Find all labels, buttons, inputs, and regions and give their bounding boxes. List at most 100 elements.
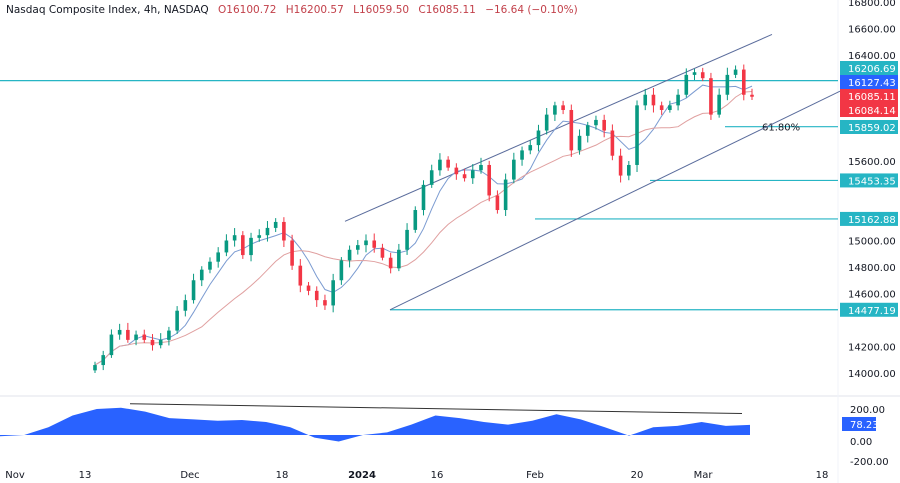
x-tick-label: 16 <box>431 470 444 481</box>
candle-body[interactable] <box>594 119 598 126</box>
candle-body[interactable] <box>150 339 155 346</box>
candle-body[interactable] <box>372 240 377 248</box>
x-tick-label: 13 <box>79 470 92 481</box>
candle-body[interactable] <box>208 261 212 270</box>
price-label-bg <box>840 103 898 117</box>
candle-body[interactable] <box>750 94 754 97</box>
candle-body[interactable] <box>651 94 656 106</box>
candle-body[interactable] <box>512 159 516 180</box>
slow-moving-average <box>94 90 753 366</box>
low-value: L16059.50 <box>353 4 410 16</box>
candle-body[interactable] <box>175 310 179 331</box>
fib-level-label: 61.80% <box>762 123 800 134</box>
candle-body[interactable] <box>709 78 713 115</box>
candle-body[interactable] <box>331 280 335 306</box>
oscillator-zero-label: 0.00 <box>850 437 872 448</box>
candle-body[interactable] <box>282 221 286 241</box>
candle-body[interactable] <box>117 329 122 335</box>
candle-body[interactable] <box>199 269 204 281</box>
y-tick-label: 16600.00 <box>848 25 896 36</box>
candle-body[interactable] <box>684 74 689 95</box>
candle-body[interactable] <box>717 94 721 115</box>
candle-body[interactable] <box>413 210 418 230</box>
candle-body[interactable] <box>241 235 245 256</box>
candle-body[interactable] <box>733 69 738 75</box>
candle-body[interactable] <box>487 164 491 196</box>
x-tick-label: 20 <box>631 470 644 481</box>
candle-body[interactable] <box>158 339 163 346</box>
candle-body[interactable] <box>290 240 294 266</box>
fast-moving-average <box>94 84 753 366</box>
candle-body[interactable] <box>618 155 623 176</box>
candle-body[interactable] <box>479 164 483 171</box>
candle-body[interactable] <box>429 170 434 185</box>
candle-body[interactable] <box>553 105 557 115</box>
candle-body[interactable] <box>323 300 327 306</box>
candle-body[interactable] <box>454 167 459 175</box>
divergence-line[interactable] <box>129 403 743 415</box>
candle-body[interactable] <box>446 159 450 168</box>
candle-body[interactable] <box>585 125 590 136</box>
channel-upper-line[interactable] <box>344 34 773 222</box>
candle-body[interactable] <box>134 334 138 340</box>
candle-body[interactable] <box>339 260 344 281</box>
candle-body[interactable] <box>602 119 606 131</box>
candle-body[interactable] <box>438 159 442 171</box>
candle-body[interactable] <box>142 334 147 340</box>
candle-body[interactable] <box>421 184 426 211</box>
candle-body[interactable] <box>249 237 253 256</box>
candle-body[interactable] <box>725 74 730 95</box>
change-value: −16.64 (−0.10%) <box>485 4 578 16</box>
candle-body[interactable] <box>306 285 311 291</box>
candle-body[interactable] <box>93 365 97 371</box>
candle-body[interactable] <box>577 135 582 151</box>
candle-body[interactable] <box>356 245 360 250</box>
candle-body[interactable] <box>273 221 278 228</box>
candle-body[interactable] <box>224 240 229 253</box>
candle-body[interactable] <box>388 257 393 269</box>
candle-body[interactable] <box>610 130 615 156</box>
candle-body[interactable] <box>561 105 565 110</box>
candle-body[interactable] <box>643 94 648 106</box>
candle-body[interactable] <box>659 105 664 110</box>
price-label-bg <box>840 75 898 89</box>
candle-body[interactable] <box>520 150 524 160</box>
candle-body[interactable] <box>668 105 672 110</box>
candle-body[interactable] <box>700 72 705 79</box>
candle-body[interactable] <box>495 195 500 211</box>
candle-body[interactable] <box>347 249 352 261</box>
candle-body[interactable] <box>544 114 549 131</box>
candle-body[interactable] <box>298 265 303 286</box>
candle-body[interactable] <box>183 300 188 311</box>
candle-body[interactable] <box>627 164 631 176</box>
candle-body[interactable] <box>126 329 130 340</box>
candle-body[interactable] <box>257 235 262 238</box>
candle-body[interactable] <box>536 130 541 146</box>
candle-body[interactable] <box>101 355 106 366</box>
candle-body[interactable] <box>397 249 401 269</box>
candle-body[interactable] <box>528 145 533 151</box>
candle-body[interactable] <box>364 240 368 246</box>
candle-body[interactable] <box>569 109 574 151</box>
candle-body[interactable] <box>265 227 270 236</box>
open-value: O16100.72 <box>218 4 277 16</box>
candle-body[interactable] <box>405 229 409 250</box>
candle-body[interactable] <box>380 247 385 258</box>
high-value: H16200.57 <box>285 4 344 16</box>
candle-body[interactable] <box>191 280 196 301</box>
candle-body[interactable] <box>741 69 746 95</box>
candle-body[interactable] <box>635 105 639 165</box>
candle-body[interactable] <box>109 334 114 356</box>
candle-body[interactable] <box>232 235 237 241</box>
channel-lower-line[interactable] <box>389 90 841 311</box>
candle-body[interactable] <box>216 252 220 262</box>
candle-body[interactable] <box>692 72 697 75</box>
candle-body[interactable] <box>470 170 475 179</box>
candle-body[interactable] <box>503 179 508 211</box>
candle-body[interactable] <box>167 330 171 340</box>
candle-body[interactable] <box>676 94 680 106</box>
x-tick-label: Mar <box>694 470 714 481</box>
candle-body[interactable] <box>462 174 467 179</box>
candle-body[interactable] <box>314 290 319 301</box>
